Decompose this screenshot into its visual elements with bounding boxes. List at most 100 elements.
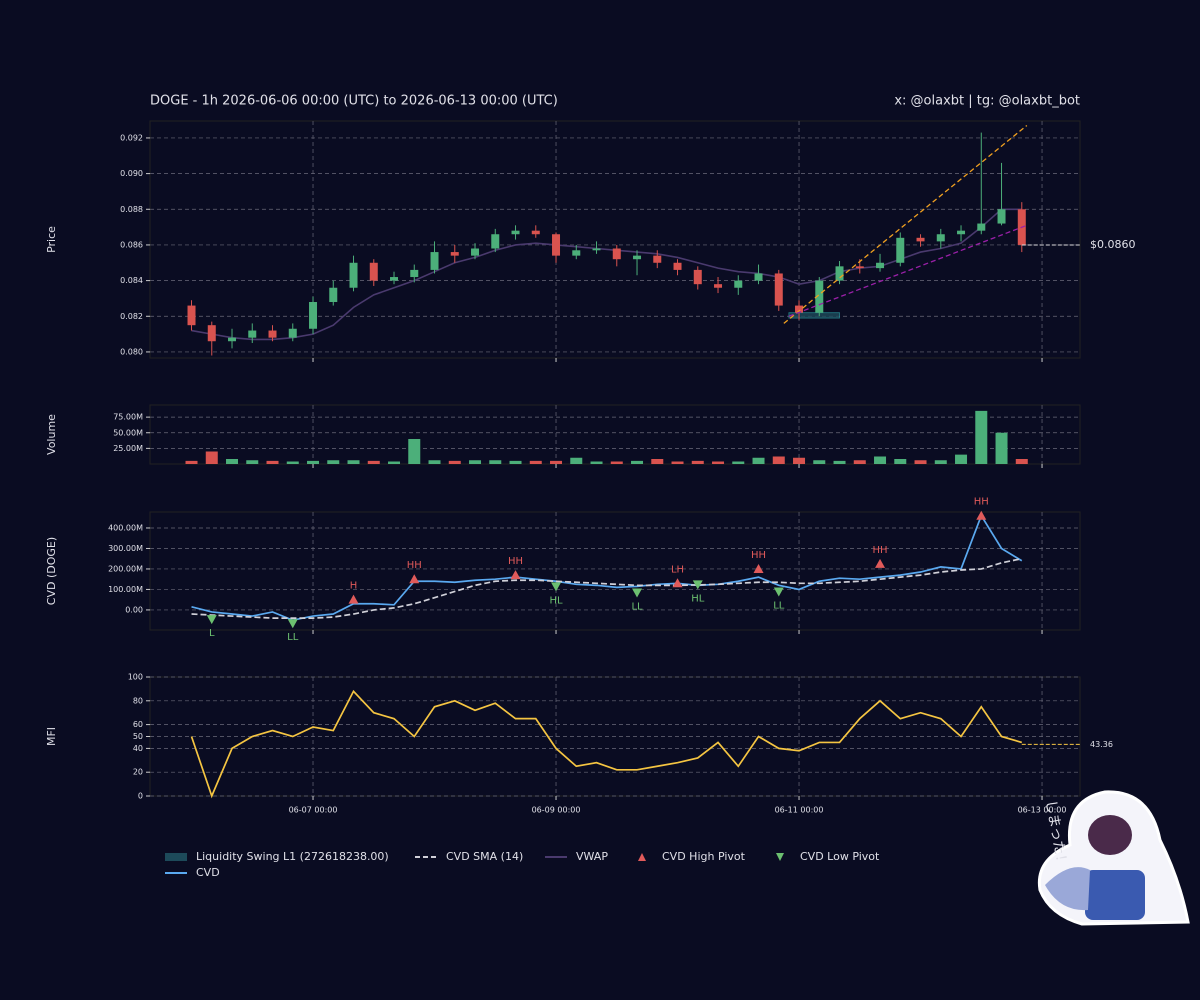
trend-line	[788, 224, 1028, 317]
volume-bar	[286, 461, 299, 464]
panel-frame	[149, 120, 1081, 359]
y-tick-label: 0.088	[120, 205, 143, 214]
candle-body	[349, 262, 358, 288]
candle-body	[187, 305, 196, 326]
candle-body	[673, 262, 682, 270]
volume-bar	[590, 461, 603, 464]
volume-bar	[1015, 459, 1028, 464]
volume-bar	[732, 461, 745, 464]
y-tick-label: 0.00	[125, 605, 143, 614]
candle-body	[734, 280, 743, 288]
panel-frame	[149, 511, 1081, 631]
legend-label: Liquidity Swing L1 (272618238.00)	[196, 850, 389, 863]
pivot-marker	[632, 588, 643, 598]
series-line	[191, 513, 1023, 622]
volume-bar	[914, 460, 927, 464]
y-tick-label: 75.00M	[113, 413, 143, 422]
pivot-marker	[409, 574, 420, 584]
volume-bar	[975, 410, 988, 464]
candle-body	[309, 302, 318, 329]
panel-frame	[149, 404, 1081, 465]
x-tick-label: 06-11 00:00	[775, 806, 824, 815]
sticker-shirt	[1085, 870, 1145, 920]
volume-bar	[550, 460, 563, 464]
candle-body	[531, 230, 540, 235]
pivot-label: HL	[549, 595, 563, 606]
y-tick-label: 80	[133, 696, 143, 705]
volume-bar	[651, 459, 664, 464]
volume-bar	[813, 460, 826, 464]
candle-body	[653, 255, 662, 263]
candle-body	[774, 273, 783, 306]
volume-bar	[752, 457, 765, 464]
volume-bar	[691, 460, 704, 464]
y-tick-label: 0.084	[120, 276, 143, 285]
legend-swatch	[165, 853, 187, 861]
volume-bar	[347, 460, 360, 464]
volume-bar	[570, 457, 583, 464]
volume-bar	[205, 451, 218, 464]
volume-bar	[509, 460, 522, 464]
pivot-label: HH	[873, 545, 888, 556]
pivot-marker	[551, 582, 562, 592]
y-tick-label: 400.00M	[108, 523, 143, 532]
volume-bar	[367, 460, 380, 464]
series-line	[190, 689, 1023, 799]
y-tick-label: 50	[133, 732, 143, 741]
candle-body	[633, 255, 642, 260]
candle-body	[714, 284, 723, 288]
volume-bar	[246, 460, 259, 464]
y-axis-label: Price	[45, 226, 58, 253]
last-value-label: 43.36	[1090, 740, 1113, 749]
chart-title: DOGE - 1h 2026-06-06 00:00 (UTC) to 2026…	[150, 94, 558, 109]
volume-bar	[226, 459, 239, 464]
sticker-face	[1088, 815, 1132, 855]
volume-bar	[712, 461, 725, 464]
pivot-label: HH	[974, 497, 989, 508]
pivot-label: LL	[287, 632, 299, 643]
volume-bar	[408, 439, 421, 464]
volume-bar	[772, 456, 785, 464]
candle-body	[471, 248, 480, 256]
candle-body	[552, 234, 561, 256]
candle-body	[754, 273, 763, 281]
volume-bar	[853, 460, 866, 464]
y-tick-label: 60	[133, 720, 143, 729]
pivot-label: HL	[691, 593, 705, 604]
y-tick-label: 40	[133, 744, 143, 753]
pivot-marker	[692, 580, 703, 590]
trend-line	[783, 124, 1028, 324]
volume-bar	[995, 432, 1008, 464]
candle-body	[430, 252, 439, 270]
pivot-label: LL	[631, 602, 643, 613]
volume-bar	[833, 460, 846, 464]
volume-bar	[934, 460, 947, 464]
legend-label: CVD	[196, 866, 220, 879]
pivot-marker	[348, 594, 359, 604]
candle-body	[268, 330, 277, 338]
volume-bar	[793, 457, 806, 464]
candle-body	[511, 230, 520, 235]
pivot-marker	[875, 558, 886, 568]
y-tick-label: 0.082	[120, 312, 143, 321]
candle-body	[228, 337, 237, 342]
candle-body	[693, 269, 702, 285]
credit: x: @olaxbt | tg: @olaxbt_bot	[894, 94, 1080, 109]
candle-body	[592, 248, 601, 251]
y-tick-label: 0.092	[120, 133, 143, 142]
pivot-marker	[672, 578, 683, 588]
y-axis-label: MFI	[45, 727, 58, 746]
volume-bar	[388, 461, 401, 464]
legend-swatch	[776, 853, 784, 861]
pivot-marker	[753, 563, 764, 573]
candle-body	[612, 248, 621, 260]
legend-label: CVD Low Pivot	[800, 850, 880, 863]
candle-body	[876, 262, 885, 269]
y-axis-label: CVD (DOGE)	[45, 537, 58, 605]
pivot-label: HH	[751, 550, 766, 561]
y-tick-label: 100.00M	[108, 585, 143, 594]
legend-label: VWAP	[576, 850, 608, 863]
candle-body	[207, 325, 216, 342]
y-axis-label: Volume	[45, 414, 58, 455]
volume-bar	[185, 460, 198, 464]
